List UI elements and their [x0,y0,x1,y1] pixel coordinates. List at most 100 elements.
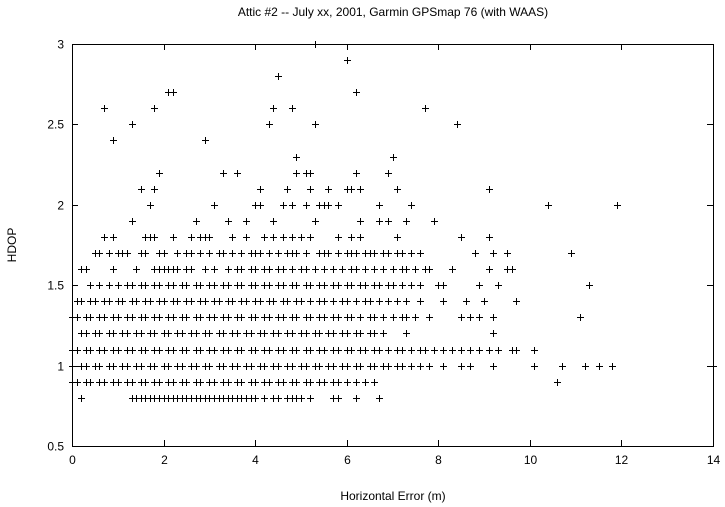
data-point [257,186,264,193]
data-point [243,218,250,225]
data-point [238,266,245,273]
data-point [399,250,406,257]
x-tick-label: 12 [615,453,629,467]
data-point [312,41,319,48]
data-point [133,266,140,273]
data-point [325,250,332,257]
data-point [234,363,241,370]
y-tick-label: 1.5 [47,279,64,293]
data-point [96,363,103,370]
data-point [257,298,264,305]
data-point [568,250,575,257]
data-point [353,250,360,257]
data-point [412,266,419,273]
data-point [238,282,245,289]
data-point [321,282,328,289]
data-point [119,298,126,305]
data-point [83,330,90,337]
data-point [129,218,136,225]
data-point [307,395,314,402]
data-point [289,363,296,370]
data-point [289,105,296,112]
data-point [151,234,158,241]
data-point [138,330,145,337]
data-point [243,234,250,241]
data-point [486,186,493,193]
data-point [316,363,323,370]
data-point [170,89,177,96]
data-point [408,347,415,354]
data-point [335,379,342,386]
data-point [206,250,213,257]
data-point [275,395,282,402]
data-point [248,330,255,337]
data-point [156,282,163,289]
data-point [394,234,401,241]
data-point [156,347,163,354]
data-point [211,202,218,209]
data-point [513,298,520,305]
data-point [403,218,410,225]
data-point [495,347,502,354]
data-point [353,170,360,177]
data-point [110,234,117,241]
data-point [330,298,337,305]
data-point [225,314,232,321]
data-point [101,379,108,386]
data-point [545,202,552,209]
data-point [577,314,584,321]
data-point [330,363,337,370]
data-point [270,298,277,305]
data-points [69,41,717,402]
data-point [307,298,314,305]
data-point [147,202,154,209]
y-axis: 0.5 1 1.5 2 2.5 3 [47,38,713,454]
data-point [357,363,364,370]
data-point [275,330,282,337]
data-point [293,170,300,177]
data-point [220,330,227,337]
chart-title: Attic #2 -- July xx, 2001, Garmin GPSmap… [238,5,548,19]
data-point [211,282,218,289]
data-point [83,363,90,370]
data-point [390,154,397,161]
data-point [188,298,195,305]
data-point [115,347,122,354]
data-point [147,298,154,305]
data-point [188,266,195,273]
data-point [312,218,319,225]
data-point [261,363,268,370]
data-point [390,282,397,289]
data-point [348,347,355,354]
data-point [74,379,81,386]
data-point [87,282,94,289]
data-point [426,363,433,370]
data-point [307,186,314,193]
data-point [531,347,538,354]
data-point [307,379,314,386]
data-point [422,105,429,112]
data-point [266,314,273,321]
data-point [476,314,483,321]
data-point [220,170,227,177]
data-point [156,170,163,177]
data-point [417,363,424,370]
data-point [467,347,474,354]
data-point [238,379,245,386]
data-point [298,395,305,402]
data-point [385,218,392,225]
data-point [225,266,232,273]
data-point [174,250,181,257]
data-point [307,347,314,354]
data-point [348,186,355,193]
data-point [408,202,415,209]
data-point [110,330,117,337]
data-point [266,121,273,128]
data-point [266,266,273,273]
data-point [206,363,213,370]
data-point [458,314,465,321]
data-point [486,347,493,354]
x-tick-label: 14 [707,453,721,467]
data-point [289,202,296,209]
